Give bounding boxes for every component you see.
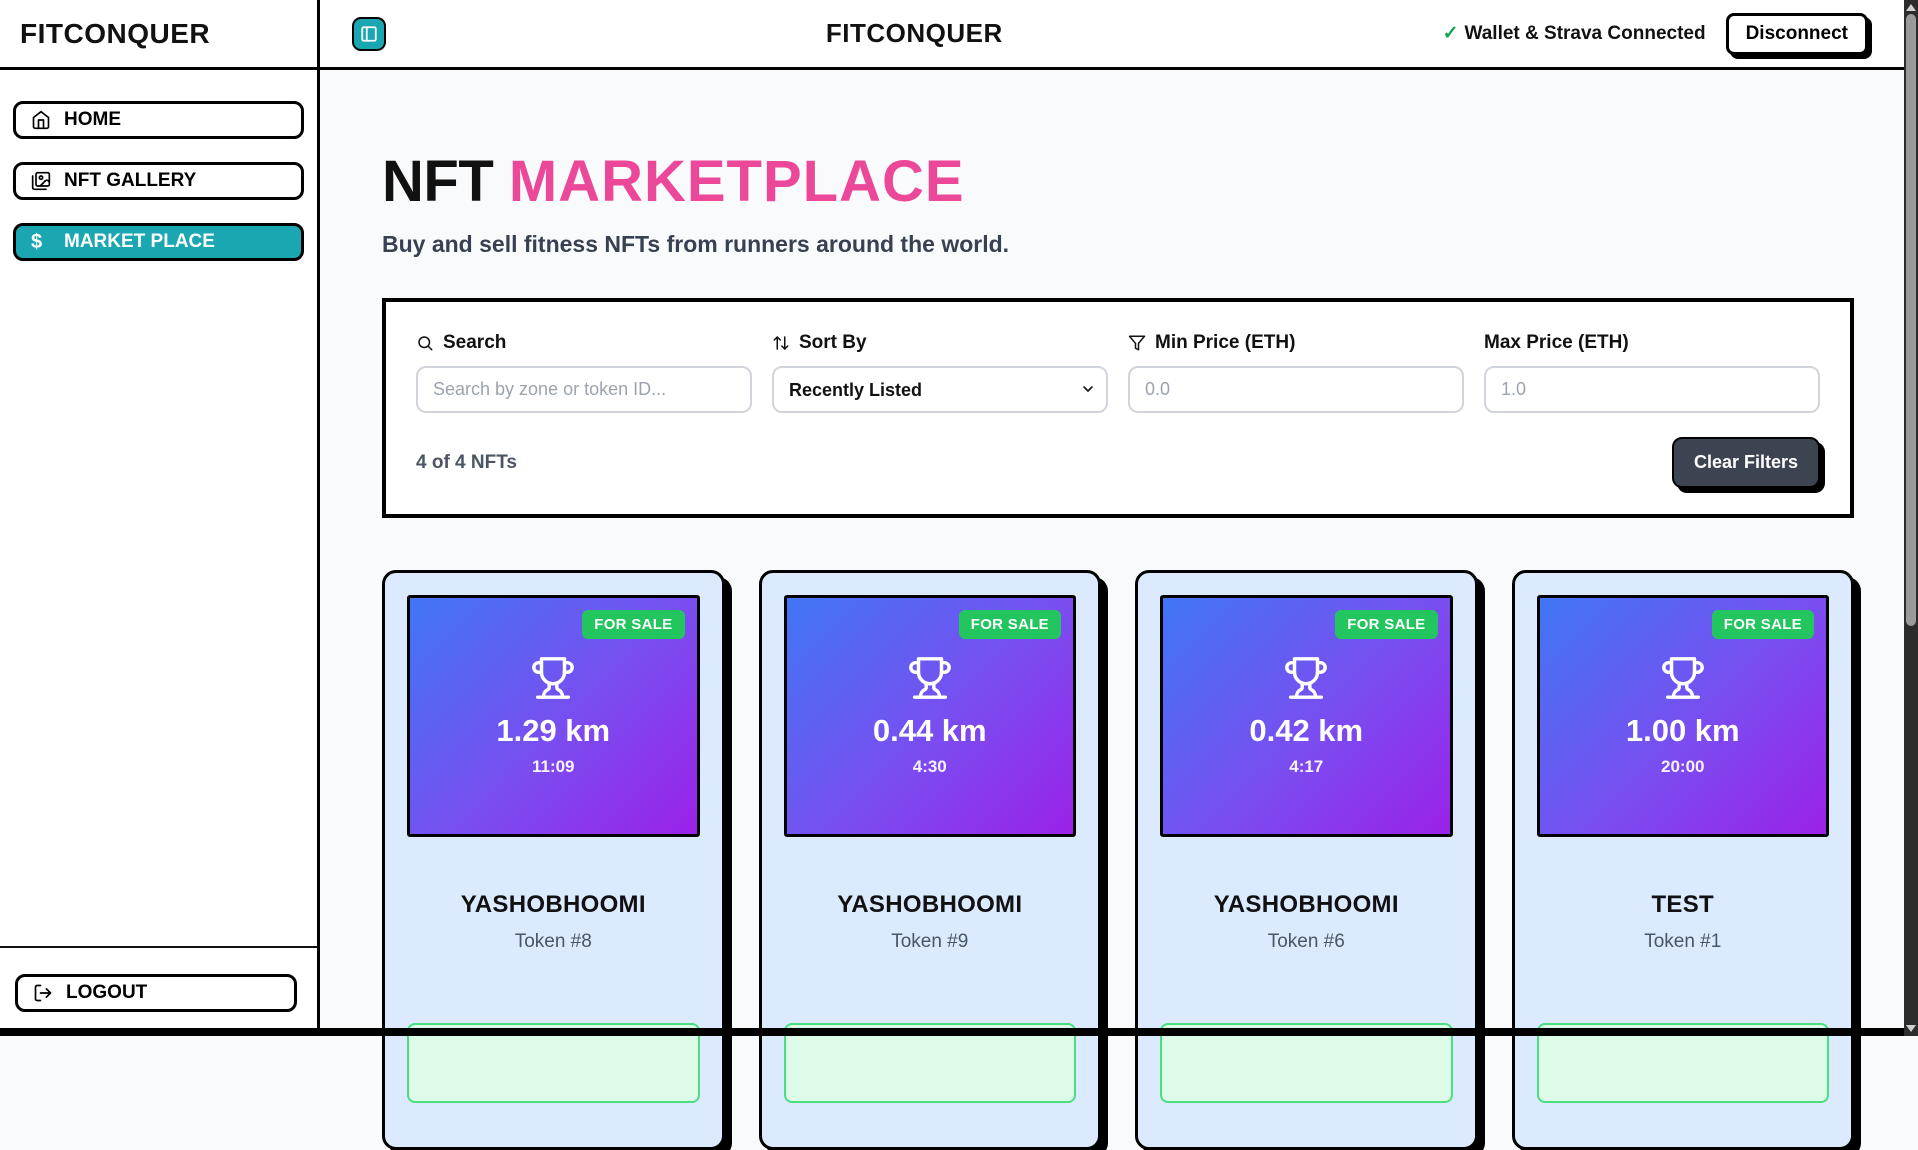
disconnect-button[interactable]: Disconnect [1725, 12, 1868, 55]
topbar-right: ✓ Wallet & Strava Connected Disconnect [1443, 12, 1868, 55]
sidebar-item-label: NFT GALLERY [64, 170, 197, 191]
nft-card-art: FOR SALE 0.42 km 4:17 [1160, 595, 1453, 837]
page-content: NFT MARKETPLACE Buy and sell fitness NFT… [320, 70, 1918, 1150]
page-title: NFT MARKETPLACE [382, 148, 1854, 215]
nft-card[interactable]: FOR SALE 0.44 km 4:30 YASHOBHOOMI Token … [758, 570, 1101, 1150]
bottom-edge-strip [0, 1028, 1904, 1036]
scrollbar-thumb[interactable] [1906, 14, 1916, 626]
sidebar-brand: FITCONQUER [0, 0, 317, 70]
trophy-icon [530, 655, 576, 701]
sidebar-item-label: MARKET PLACE [64, 231, 215, 252]
trophy-icon [1660, 655, 1706, 701]
main-area: FITCONQUER ✓ Wallet & Strava Connected Di… [320, 0, 1918, 1150]
nft-name: TEST [1651, 891, 1715, 918]
nft-time: 11:09 [531, 757, 575, 776]
nft-distance: 0.42 km [1249, 713, 1364, 748]
connection-status: ✓ Wallet & Strava Connected [1443, 22, 1706, 45]
search-field-group: Search [416, 332, 752, 413]
nft-name: YASHOBHOOMI [1213, 891, 1399, 918]
nft-token-id: Token #9 [891, 931, 969, 952]
sidebar-item-label: HOME [64, 109, 121, 130]
scrollbar-up-arrow[interactable] [1906, 4, 1916, 11]
page-title-accent: MARKETPLACE [508, 149, 965, 214]
max-price-label: Max Price (ETH) [1484, 332, 1629, 353]
dollar-icon: $ [31, 230, 43, 253]
logout-button[interactable]: LOGOUT [15, 974, 297, 1012]
nft-distance: 0.44 km [872, 713, 987, 748]
clear-filters-button[interactable]: Clear Filters [1671, 437, 1820, 488]
nft-distance: 1.29 km [496, 713, 611, 748]
nft-count: 4 of 4 NFTs [416, 451, 517, 473]
page-subtitle: Buy and sell fitness NFTs from runners a… [382, 231, 1010, 257]
nft-name: YASHOBHOOMI [837, 891, 1023, 918]
nft-card[interactable]: FOR SALE 0.42 km 4:17 YASHOBHOOMI Token … [1135, 570, 1478, 1150]
nft-distance: 1.00 km [1625, 713, 1740, 748]
nft-card-art: FOR SALE 1.00 km 20:00 [1536, 595, 1829, 837]
sort-field-group: Sort By Recently Listed [772, 332, 1108, 413]
arrow-up-down-icon [772, 334, 790, 352]
nft-card-grid: FOR SALE 1.29 km 11:09 YASHOBHOOMI Token… [382, 570, 1854, 1150]
funnel-icon [1128, 334, 1146, 352]
sidebar-toggle-button[interactable] [352, 16, 386, 51]
nft-card-art: FOR SALE 0.44 km 4:30 [783, 595, 1076, 837]
search-label: Search [416, 332, 752, 354]
nft-card[interactable]: FOR SALE 1.29 km 11:09 YASHOBHOOMI Token… [382, 570, 725, 1150]
for-sale-badge: FOR SALE [1335, 610, 1438, 639]
search-icon [416, 334, 434, 352]
nft-token-id: Token #1 [1644, 931, 1722, 952]
scrollbar-down-arrow[interactable] [1906, 1025, 1916, 1032]
check-icon: ✓ [1442, 23, 1459, 44]
max-price-field-group: Max Price (ETH) [1484, 332, 1820, 413]
nft-name: YASHOBHOOMI [460, 891, 646, 918]
nft-time: 4:17 [1289, 757, 1324, 776]
page-title-prefix: NFT [382, 149, 494, 214]
sidebar-footer: LOGOUT [0, 946, 317, 1036]
max-price-input[interactable] [1484, 366, 1820, 413]
min-price-label: Min Price (ETH) [1128, 332, 1464, 354]
for-sale-badge: FOR SALE [1711, 610, 1814, 639]
nft-card-art: FOR SALE 1.29 km 11:09 [407, 595, 700, 837]
filter-bottom-row: 4 of 4 NFTs Clear Filters [386, 413, 1850, 514]
images-icon [31, 171, 51, 191]
for-sale-badge: FOR SALE [958, 610, 1061, 639]
log-out-icon [33, 983, 53, 1003]
filter-panel: Search Sort By Recent [382, 298, 1854, 518]
nft-token-id: Token #8 [514, 931, 592, 952]
for-sale-badge: FOR SALE [582, 610, 685, 639]
nft-card[interactable]: FOR SALE 1.00 km 20:00 TEST Token #1 [1511, 570, 1854, 1150]
sort-by-select[interactable]: Recently Listed [772, 366, 1108, 413]
sidebar-item-market-place[interactable]: $ MARKET PLACE [13, 223, 304, 261]
sort-label: Sort By [772, 332, 1108, 354]
logout-label: LOGOUT [66, 982, 148, 1003]
nft-time: 4:30 [912, 757, 947, 776]
topbar: FITCONQUER ✓ Wallet & Strava Connected Di… [320, 0, 1918, 70]
search-input[interactable] [416, 366, 752, 413]
vertical-scrollbar[interactable] [1904, 0, 1918, 1036]
nft-time: 20:00 [1661, 757, 1705, 776]
panel-left-icon [360, 25, 378, 43]
home-icon [31, 110, 51, 130]
min-price-input[interactable] [1128, 366, 1464, 413]
sidebar-nav: HOME NFT GALLERY $ MARKET PLACE [0, 70, 317, 946]
sidebar-item-home[interactable]: HOME [13, 101, 304, 139]
connection-status-text: Wallet & Strava Connected [1464, 23, 1706, 44]
nft-token-id: Token #6 [1267, 931, 1345, 952]
trophy-icon [1283, 655, 1329, 701]
min-price-field-group: Min Price (ETH) [1128, 332, 1464, 413]
trophy-icon [907, 655, 953, 701]
filter-grid: Search Sort By Recent [386, 302, 1850, 413]
header-title: FITCONQUER [825, 18, 1003, 48]
sidebar-item-nft-gallery[interactable]: NFT GALLERY [13, 162, 304, 200]
sidebar: FITCONQUER HOME NFT GALLERY $ MARKET PLA… [0, 0, 320, 1036]
